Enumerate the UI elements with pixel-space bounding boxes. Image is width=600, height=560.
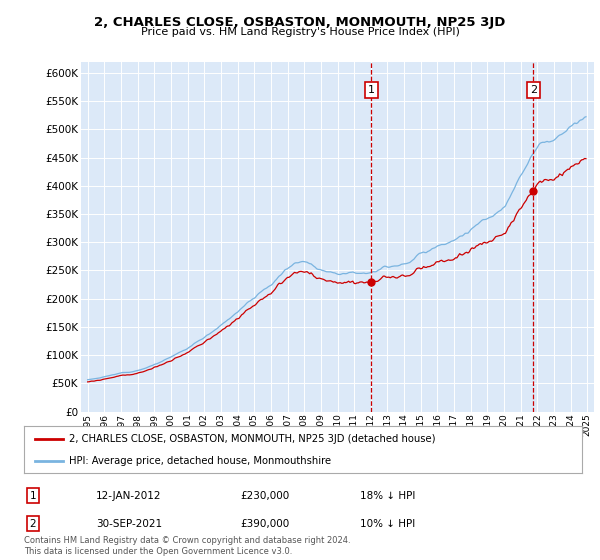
- Text: 1: 1: [29, 491, 37, 501]
- Text: 12-JAN-2012: 12-JAN-2012: [96, 491, 161, 501]
- Text: 10% ↓ HPI: 10% ↓ HPI: [360, 519, 415, 529]
- Text: Price paid vs. HM Land Registry's House Price Index (HPI): Price paid vs. HM Land Registry's House …: [140, 27, 460, 37]
- Text: 1: 1: [368, 85, 375, 95]
- Text: 2, CHARLES CLOSE, OSBASTON, MONMOUTH, NP25 3JD: 2, CHARLES CLOSE, OSBASTON, MONMOUTH, NP…: [94, 16, 506, 29]
- Text: HPI: Average price, detached house, Monmouthshire: HPI: Average price, detached house, Monm…: [68, 456, 331, 466]
- Text: 2: 2: [29, 519, 37, 529]
- Text: Contains HM Land Registry data © Crown copyright and database right 2024.
This d: Contains HM Land Registry data © Crown c…: [24, 536, 350, 556]
- Text: £390,000: £390,000: [240, 519, 289, 529]
- Text: 18% ↓ HPI: 18% ↓ HPI: [360, 491, 415, 501]
- Text: 2, CHARLES CLOSE, OSBASTON, MONMOUTH, NP25 3JD (detached house): 2, CHARLES CLOSE, OSBASTON, MONMOUTH, NP…: [68, 434, 435, 444]
- Text: £230,000: £230,000: [240, 491, 289, 501]
- Text: 30-SEP-2021: 30-SEP-2021: [96, 519, 162, 529]
- Text: 2: 2: [530, 85, 537, 95]
